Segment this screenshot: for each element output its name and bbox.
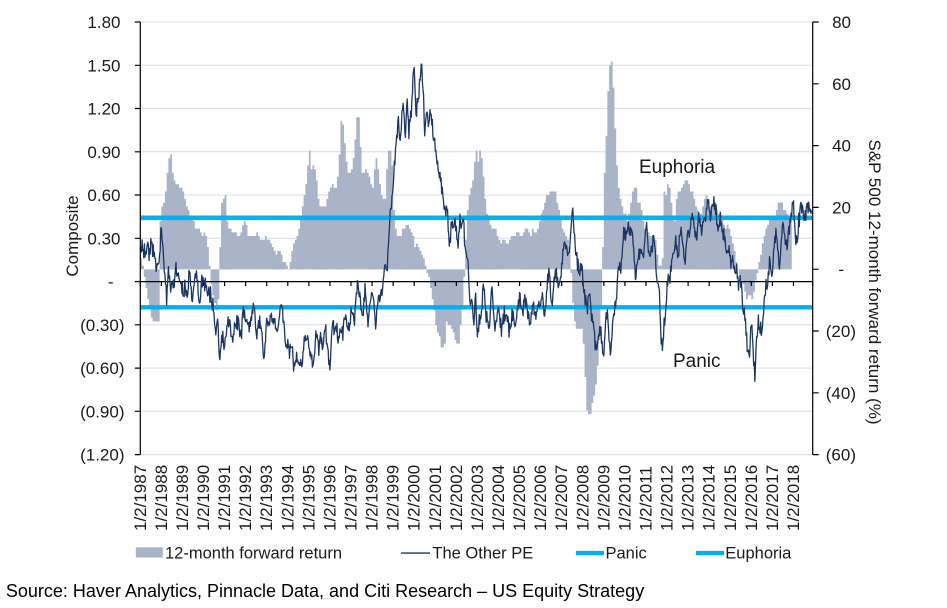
svg-text:1/2/2012: 1/2/2012 [658,465,677,531]
svg-text:(0.90): (0.90) [80,402,124,421]
svg-text:1/2/1999: 1/2/1999 [384,465,403,531]
svg-text:1/2/2010: 1/2/2010 [615,465,634,531]
svg-text:80: 80 [832,13,851,32]
svg-text:1/2/2007: 1/2/2007 [552,465,571,531]
svg-text:1/2/2006: 1/2/2006 [531,465,550,531]
svg-text:1/2/1993: 1/2/1993 [257,465,276,531]
svg-text:1/2/2003: 1/2/2003 [468,465,487,531]
svg-text:40: 40 [832,137,851,156]
svg-text:1/2/2011: 1/2/2011 [637,466,656,531]
svg-text:S&P 500 12-month forward retur: S&P 500 12-month forward return (%) [865,139,884,424]
svg-text:1/2/2002: 1/2/2002 [447,465,466,531]
svg-text:1/2/2009: 1/2/2009 [594,465,613,531]
svg-text:1/2/1995: 1/2/1995 [299,465,318,531]
svg-text:Source: Haver Analytics, Pinna: Source: Haver Analytics, Pinnacle Data, … [6,581,644,601]
svg-text:(0.60): (0.60) [80,359,124,378]
svg-text:1/2/2016: 1/2/2016 [742,465,761,531]
svg-text:Euphoria: Euphoria [725,545,792,563]
svg-text:0.30: 0.30 [87,229,120,248]
svg-text:1/2/2000: 1/2/2000 [405,465,424,531]
svg-text:1/2/1994: 1/2/1994 [278,465,297,531]
svg-text:Panic: Panic [673,351,721,372]
svg-text:1/2/1998: 1/2/1998 [363,465,382,531]
svg-text:1/2/2014: 1/2/2014 [700,465,719,531]
svg-text:1/2/2005: 1/2/2005 [510,465,529,531]
svg-text:1/2/1987: 1/2/1987 [131,465,150,531]
svg-text:(0.30): (0.30) [80,316,124,335]
svg-text:1.80: 1.80 [87,13,120,32]
svg-text:Composite: Composite [63,195,82,276]
svg-text:-: - [838,260,844,279]
svg-text:Euphoria: Euphoria [639,157,715,178]
svg-text:(40): (40) [826,384,856,403]
svg-text:1/2/2008: 1/2/2008 [573,465,592,531]
svg-text:The Other PE: The Other PE [432,545,533,563]
svg-text:1/2/2018: 1/2/2018 [784,465,803,531]
svg-text:1.50: 1.50 [87,56,120,75]
svg-text:(1.20): (1.20) [80,446,124,465]
svg-text:Panic: Panic [606,545,647,563]
svg-text:-: - [108,273,114,292]
svg-text:1/2/2015: 1/2/2015 [721,465,740,531]
svg-text:0.60: 0.60 [87,186,120,205]
svg-text:12-month forward return: 12-month forward return [165,545,342,563]
svg-text:0.90: 0.90 [87,143,120,162]
svg-text:1/2/1996: 1/2/1996 [320,465,339,531]
svg-text:1/2/2017: 1/2/2017 [763,465,782,531]
svg-text:(60): (60) [826,446,856,465]
svg-text:1/2/2004: 1/2/2004 [489,465,508,531]
svg-text:1/2/2001: 1/2/2001 [426,465,445,531]
svg-text:1/2/1989: 1/2/1989 [173,465,192,531]
svg-text:60: 60 [832,75,851,94]
svg-text:1/2/1990: 1/2/1990 [194,465,213,531]
svg-text:1/2/1997: 1/2/1997 [342,465,361,531]
svg-text:20: 20 [832,198,851,217]
svg-text:1/2/1988: 1/2/1988 [152,465,171,531]
svg-text:(20): (20) [826,322,856,341]
svg-text:1/2/2013: 1/2/2013 [679,465,698,531]
svg-text:1/2/1991: 1/2/1991 [215,465,234,531]
svg-text:1.20: 1.20 [87,100,120,119]
svg-text:1/2/1992: 1/2/1992 [236,465,255,531]
